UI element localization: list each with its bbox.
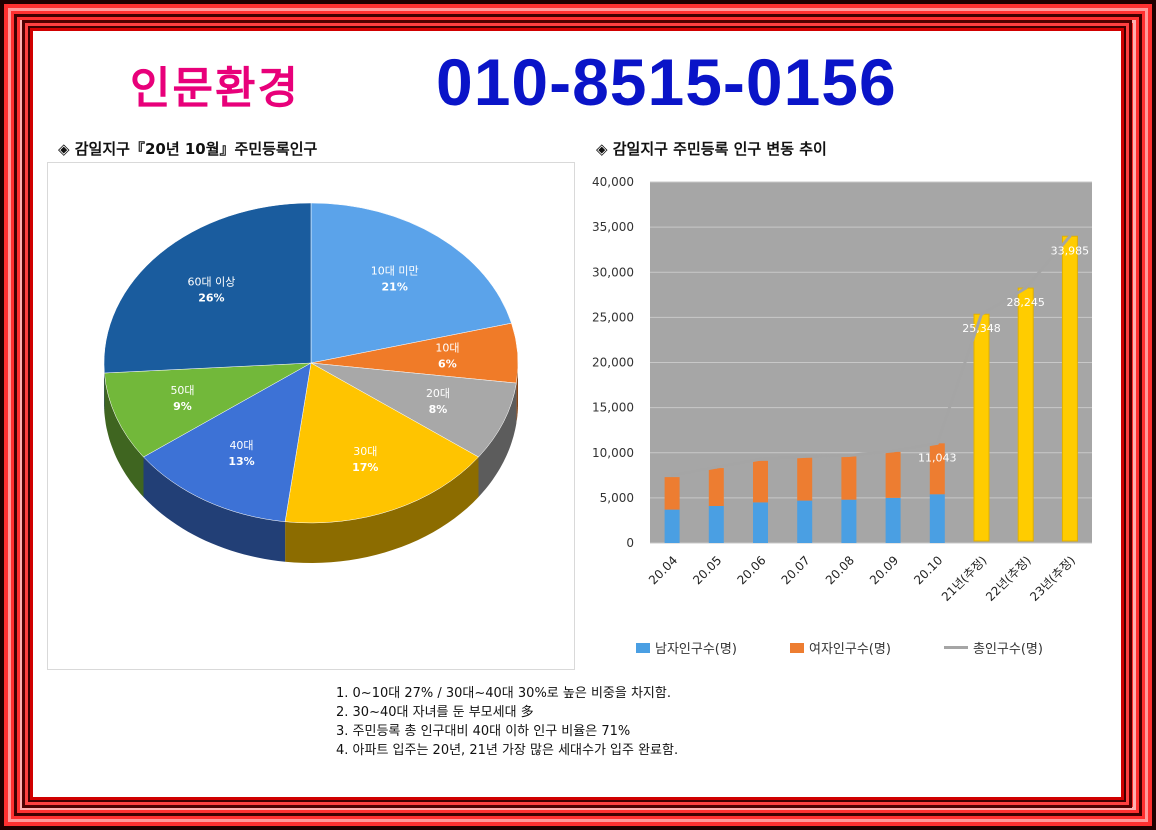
bar-forecast — [1061, 235, 1078, 542]
pie-chart-title: ◈ 감일지구『20년 10월』주민등록인구 — [58, 140, 318, 158]
series-total-point — [891, 449, 895, 453]
note-item: 2. 30~40대 자녀를 둔 부모세대 多 — [336, 705, 534, 720]
pie-category-label: 30대 — [353, 445, 377, 458]
bar-male — [797, 500, 813, 543]
pie-category-label: 50대 — [170, 384, 194, 397]
pie-slice-side — [104, 373, 144, 497]
legend-female-label: 여자인구수(명) — [809, 642, 891, 657]
pie-category-label: 20대 — [426, 387, 450, 400]
y-tick-label: 20,000 — [592, 356, 634, 370]
bar-male — [929, 494, 945, 543]
pie-slice-side — [143, 457, 286, 562]
legend-total-line — [944, 646, 968, 649]
bar-male — [664, 509, 680, 543]
note-item: 3. 주민등록 총 인구대비 40대 이하 인구 비율은 71% — [336, 724, 631, 739]
series-total-point — [980, 312, 983, 316]
legend-male-label: 남자인구수(명) — [655, 642, 737, 657]
series-total-line — [671, 235, 1072, 477]
pie-slice-side — [285, 457, 479, 563]
pie-percent-label: 8% — [429, 403, 448, 416]
bar-male — [708, 505, 724, 543]
y-tick-label: 30,000 — [592, 265, 634, 279]
x-tick-label: 20.07 — [779, 553, 813, 587]
bar-forecast — [1017, 287, 1034, 542]
x-tick-label: 20.10 — [911, 553, 945, 587]
series-total-point — [847, 454, 851, 457]
pie-category-label: 60대 이상 — [187, 276, 235, 289]
bar-chart: 0 5,000 10,000 15,000 20,000 25,000 30,000 35,0… — [592, 175, 1092, 604]
bar-chart-title: ◈ 감일지구 주민등록 인구 변동 추이 — [596, 140, 827, 158]
pie-slice — [284, 362, 479, 524]
pie-percent-label: 13% — [228, 455, 254, 468]
y-tick-label: 10,000 — [592, 446, 634, 460]
bar-forecast — [973, 313, 990, 542]
note-item: 4. 아파트 입주는 20년, 21년 가장 많은 세대수가 입주 완료함. — [336, 743, 679, 758]
y-tick-label: 40,000 — [592, 175, 634, 189]
bar-male — [753, 502, 768, 543]
series-total-point — [1024, 286, 1028, 290]
x-tick-label: 21년(추정) — [939, 553, 990, 604]
legend-male: 남자인구수(명) — [636, 638, 737, 657]
series-total-point — [670, 473, 674, 477]
pie-category-label: 10대 — [435, 341, 459, 354]
x-tick-label: 20.09 — [867, 553, 901, 587]
legend-female-swatch — [790, 642, 804, 653]
series-total-point — [935, 441, 939, 445]
y-tick-label: 0 — [626, 536, 634, 550]
pie-percent-label: 17% — [352, 461, 378, 474]
pie-slice-side — [478, 383, 517, 497]
y-tick-label: 5,000 — [600, 491, 634, 505]
x-tick-label: 20.08 — [823, 553, 857, 587]
pie-slice — [103, 202, 312, 374]
x-tick-label: 20.04 — [646, 553, 680, 587]
pie-chart-panel: 10대 미만 21% 10대 6% 20대 8% 30대 17% 40대 13% 50대 9% 60대 … — [47, 162, 575, 670]
legend-female: 여자인구수(명) — [790, 638, 891, 657]
note-item: 1. 0~10대 27% / 30대~40대 30%로 높은 비중을 차지함. — [336, 686, 671, 701]
pie-category-label: 40대 — [229, 439, 253, 452]
pie-slice-side — [516, 363, 518, 424]
notes-list: 1. 0~10대 27% / 30대~40대 30%로 높은 비중을 차지함. … — [336, 684, 678, 760]
pie-percent-label: 6% — [438, 357, 457, 370]
pie-slice — [310, 362, 517, 458]
bar-female — [708, 468, 724, 506]
bar-female — [841, 456, 857, 500]
x-tick-label: 20.06 — [734, 553, 768, 587]
data-label: 11,043 — [918, 451, 957, 464]
bar-chart-panel: 0 5,000 10,000 15,000 20,000 25,000 30,000 35,0… — [588, 162, 1108, 672]
pie-slice — [143, 362, 312, 522]
y-tick-label: 25,000 — [592, 310, 634, 324]
bar-male — [841, 499, 857, 543]
pie-slice — [310, 202, 512, 364]
legend-total: 총인구수(명) — [944, 638, 1043, 657]
series-total-point — [1068, 234, 1072, 238]
series-total-point — [803, 454, 807, 458]
bar-female — [797, 457, 813, 501]
x-tick-label: 23년(추정) — [1027, 553, 1078, 604]
pie-category-label: 10대 미만 — [371, 265, 419, 278]
data-label: 28,245 — [1006, 296, 1044, 309]
pie-percent-label: 26% — [198, 292, 224, 305]
y-tick-label: 35,000 — [592, 220, 634, 234]
pie-chart: 10대 미만 21% 10대 6% 20대 8% 30대 17% 40대 13% 50대 9% 60대 … — [103, 202, 519, 563]
pie-percent-label: 21% — [382, 281, 408, 294]
phone-number[interactable]: 010-8515-0156 — [436, 45, 897, 119]
bar-male — [885, 497, 901, 543]
legend-male-swatch — [636, 642, 650, 653]
data-label: 25,348 — [962, 322, 1001, 335]
x-tick-label: 20.05 — [690, 553, 724, 587]
series-total-point — [759, 457, 762, 461]
pie-slice — [104, 362, 312, 458]
data-label: 33,985 — [1051, 244, 1090, 257]
legend-total-label: 총인구수(명) — [973, 642, 1043, 657]
bar-female — [929, 443, 945, 495]
pie-percent-label: 9% — [173, 400, 192, 413]
bar-female — [885, 451, 901, 498]
brand-name: 인문환경 — [130, 63, 300, 114]
bar-female — [753, 460, 768, 503]
y-tick-label: 15,000 — [592, 401, 634, 415]
series-total-point — [714, 465, 718, 469]
bar-female — [664, 477, 680, 510]
x-tick-label: 22년(추정) — [983, 553, 1034, 604]
